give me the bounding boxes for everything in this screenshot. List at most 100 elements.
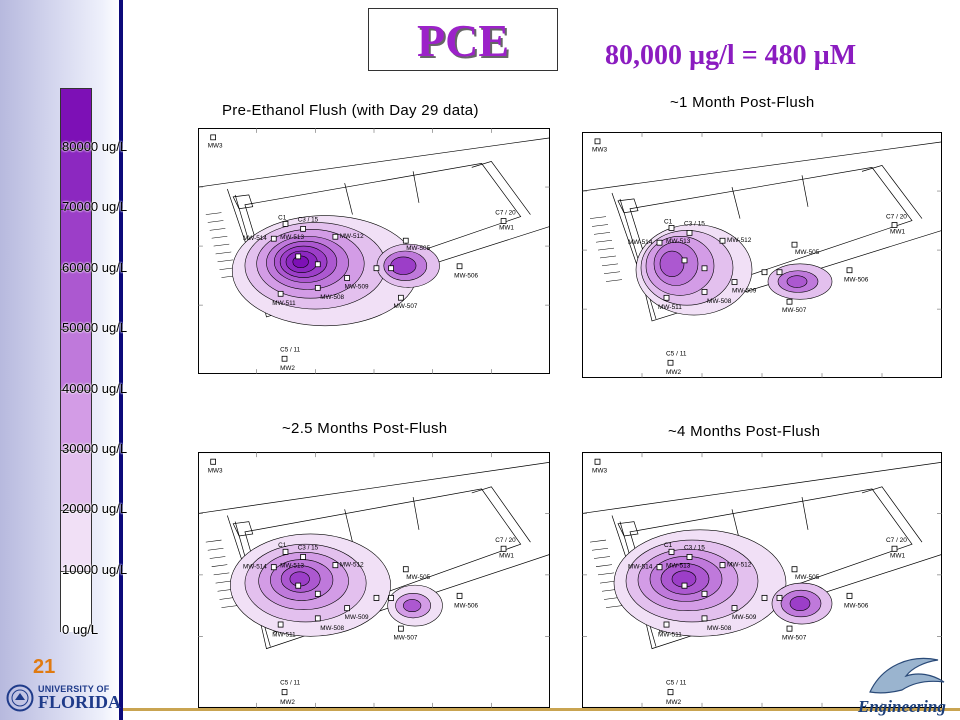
well-label: MW-513 (280, 563, 304, 570)
contour-band (659, 250, 685, 277)
legend-label: 30000 ug/L (62, 441, 128, 456)
legend-label: 20000 ug/L (62, 501, 128, 516)
sidebar-divider (119, 0, 123, 720)
legend-label: 40000 ug/L (62, 381, 128, 396)
well-label: MW-509 (345, 283, 369, 290)
well-label: MW3 (592, 467, 607, 474)
site-map: MW3 C1 C3 / 15 MW-514 MW-513 MW-512 MW-5… (581, 132, 943, 378)
site-map: MW3 C1 C3 / 15 MW-514 MW-513 MW-512 MW-5… (197, 128, 551, 374)
well-label: MW-514 (243, 564, 267, 571)
well-label: MW-514 (243, 235, 267, 242)
well-label: MW2 (280, 699, 295, 706)
well-label: MW-507 (394, 634, 418, 641)
legend-swatch (61, 330, 91, 391)
map-panel-2-5-months: MW3 C1 C3 / 15 MW-514 MW-513 MW-512 MW-5… (197, 452, 551, 708)
well-label: MW-508 (707, 625, 732, 632)
well-label: MW-513 (280, 234, 304, 241)
well-label: MW-512 (340, 562, 364, 569)
well-label: MW-511 (272, 300, 296, 307)
well-label: MW-512 (727, 562, 752, 569)
well-label: C3 / 15 (298, 216, 319, 223)
well-label: MW-508 (707, 298, 732, 305)
well-label: C5 / 11 (666, 350, 687, 357)
contour-band (789, 596, 811, 612)
well-label: C5 / 11 (280, 346, 300, 353)
university-seal-icon (6, 684, 34, 712)
well-label: C1 (278, 542, 286, 549)
well-label: MW-513 (666, 238, 691, 245)
legend-swatch (61, 511, 91, 572)
well-label: MW-507 (782, 307, 807, 314)
well-label: C3 / 15 (684, 221, 705, 228)
well-label: MW-511 (658, 304, 682, 311)
contour-band (390, 256, 417, 275)
well-label: MW-512 (727, 237, 752, 244)
legend-swatch (61, 572, 91, 632)
well-label: MW-514 (628, 564, 653, 571)
well-label: MW-512 (340, 233, 364, 240)
legend-label: 60000 ug/L (62, 260, 128, 275)
well-label: MW-506 (454, 603, 478, 610)
well-label: MW-505 (406, 574, 430, 581)
well-label: C5 / 11 (280, 679, 300, 686)
panel-title: ~1 Month Post-Flush (670, 94, 815, 111)
university-logo-top-text: UNIVERSITY OF (38, 684, 110, 694)
legend-label: 70000 ug/L (62, 199, 128, 214)
well-label: MW3 (592, 147, 608, 154)
well-label: C5 / 11 (666, 679, 687, 686)
legend-label: 0 ug/L (62, 622, 99, 637)
legend-swatch (61, 451, 91, 511)
well-label: MW1 (499, 552, 514, 559)
legend-swatch (61, 149, 91, 210)
map-panel-pre-flush: MW3 C1 C3 / 15 MW-514 MW-513 MW-512 MW-5… (197, 128, 551, 374)
well-label: MW-509 (345, 614, 369, 621)
well-label: C1 (664, 542, 673, 549)
legend-label: 50000 ug/L (62, 320, 128, 335)
map-panel-1-month: MW3 C1 C3 / 15 MW-514 MW-513 MW-512 MW-5… (581, 132, 943, 378)
well-label: MW1 (890, 552, 905, 559)
well-label: MW-509 (732, 614, 757, 621)
well-label: MW3 (208, 143, 223, 150)
slide-number: 21 (33, 656, 56, 678)
well-label: MW-505 (795, 574, 820, 581)
well-label: MW-508 (320, 625, 344, 632)
well-label: MW-507 (782, 634, 807, 641)
well-label: MW-511 (658, 631, 682, 638)
well-label: MW-506 (454, 273, 478, 280)
well-label: C1 (664, 219, 673, 226)
well-label: C3 / 15 (298, 544, 319, 551)
well-label: C7 / 20 (886, 214, 907, 221)
engineering-logo: Engineering (857, 657, 946, 716)
gator-icon (869, 657, 945, 694)
contour-band (403, 599, 422, 613)
well-label: MW3 (208, 467, 223, 474)
panel-title: ~2.5 Months Post-Flush (282, 420, 448, 437)
site-map: MW3 C1 C3 / 15 MW-514 MW-513 MW-512 MW-5… (581, 452, 943, 708)
concentration-note: 80,000 µg/l = 480 µM (605, 40, 857, 71)
well-label: MW-505 (795, 249, 820, 256)
well-label: MW-508 (320, 294, 344, 301)
well-label: MW-506 (844, 603, 869, 610)
university-logo-main-text: FLORIDA (38, 692, 122, 712)
legend-swatch (61, 210, 91, 270)
map-panel-4-months: MW3 C1 C3 / 15 MW-514 MW-513 MW-512 MW-5… (581, 452, 943, 708)
well-label: MW2 (280, 365, 295, 372)
well-label: MW2 (666, 699, 681, 706)
well-label: MW1 (499, 224, 514, 231)
well-label: MW-509 (732, 287, 757, 294)
well-label: MW-505 (406, 245, 430, 252)
panel-title: ~4 Months Post-Flush (668, 423, 821, 440)
well-label: MW-514 (628, 239, 653, 246)
well-label: MW-507 (394, 303, 418, 310)
slide-title: PCE (417, 15, 509, 66)
well-label: MW-513 (666, 563, 691, 570)
contour-band (786, 275, 808, 288)
legend-swatch (61, 89, 91, 149)
footer-rule (123, 708, 960, 711)
well-label: MW-506 (844, 277, 869, 284)
well-label: C7 / 20 (886, 537, 907, 544)
panel-title: Pre-Ethanol Flush (with Day 29 data) (222, 102, 479, 119)
site-map: MW3 C1 C3 / 15 MW-514 MW-513 MW-512 MW-5… (197, 452, 551, 708)
well-label: MW2 (666, 369, 682, 376)
concentration-legend (60, 88, 92, 632)
